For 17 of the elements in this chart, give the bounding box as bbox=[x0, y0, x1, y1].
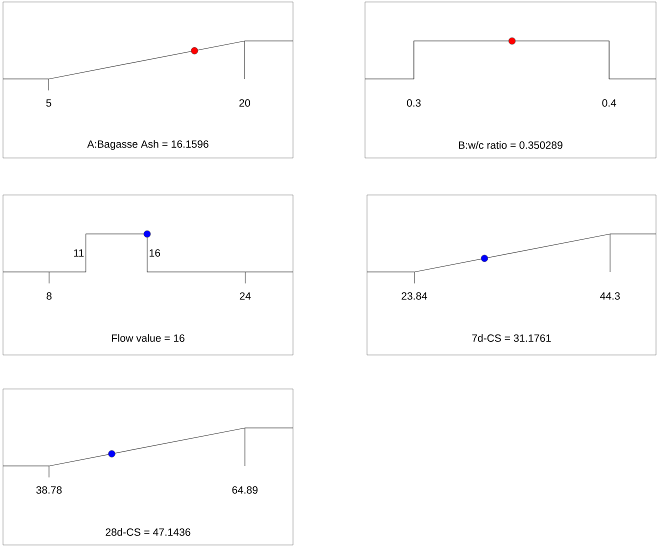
x-tick-label: 44.3 bbox=[600, 292, 620, 300]
x-tick-label: 20 bbox=[239, 99, 250, 107]
x-tick-label: 8 bbox=[46, 292, 52, 300]
annotation: 16 bbox=[150, 249, 160, 257]
x-tick-label: 5 bbox=[46, 99, 52, 107]
x-tick-label: 64.89 bbox=[232, 486, 258, 494]
x-axis-title: A:Bagasse Ash = 16.1596 bbox=[87, 140, 208, 150]
x-tick-label: 0.3 bbox=[406, 99, 421, 107]
x-tick-label: 0.4 bbox=[602, 99, 616, 107]
x-axis-title: 28d-CS = 47.1436 bbox=[106, 528, 190, 536]
x-tick-label: 38.78 bbox=[36, 486, 62, 494]
x-axis-title: Flow value = 16 bbox=[112, 334, 184, 342]
x-axis-title: 7d-CS = 31.1761 bbox=[472, 334, 551, 342]
x-tick-label: 24 bbox=[240, 292, 251, 300]
x-axis-title: B:w/c ratio = 0.350289 bbox=[458, 141, 562, 149]
x-tick-label: 23.84 bbox=[402, 292, 428, 300]
annotation: 11 bbox=[74, 249, 84, 257]
